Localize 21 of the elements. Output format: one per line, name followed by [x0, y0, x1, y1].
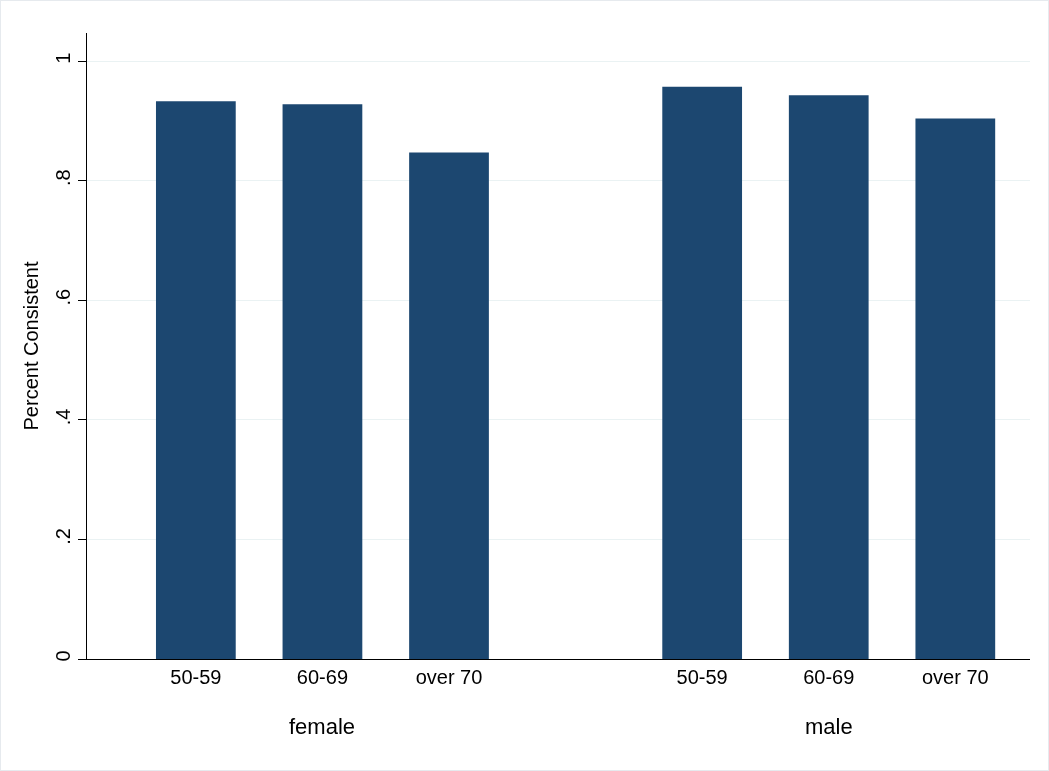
y-tick-label: .8 — [52, 169, 74, 187]
bar — [409, 152, 489, 659]
x-tick-label: 50-59 — [170, 666, 222, 688]
bar — [662, 86, 743, 659]
y-tick-label: .6 — [52, 288, 74, 306]
y-tick-label: .2 — [52, 528, 74, 545]
bar — [155, 101, 236, 659]
x-tick-label: 50-59 — [676, 666, 728, 688]
x-tick-label: 60-69 — [296, 666, 349, 688]
text: male — [805, 714, 853, 739]
bar — [788, 95, 869, 659]
x-tick-label: 60-69 — [803, 666, 855, 688]
bar — [282, 104, 363, 659]
x-tick-label: over 70 — [415, 666, 483, 688]
text: female — [289, 714, 356, 739]
y-tick-label: 0 — [52, 650, 74, 662]
y-tick-label: 1 — [52, 52, 74, 64]
bar — [915, 118, 996, 659]
y-tick-label: .4 — [52, 408, 74, 426]
y-axis-title: Percent Consistent — [19, 261, 42, 431]
x-tick-label: over 70 — [921, 666, 989, 688]
